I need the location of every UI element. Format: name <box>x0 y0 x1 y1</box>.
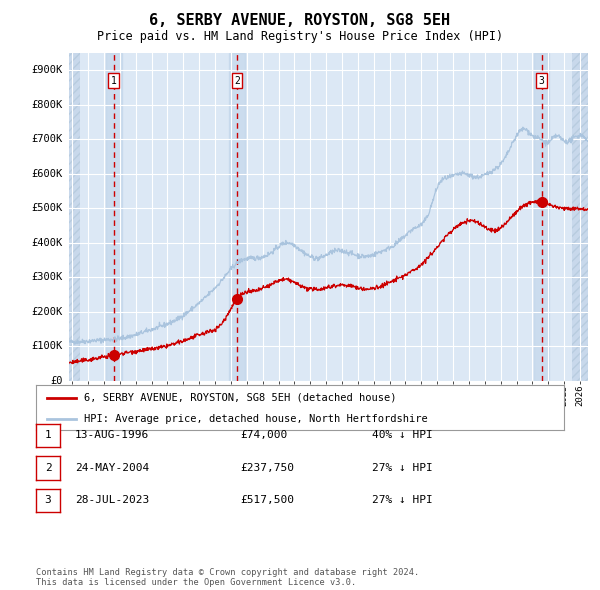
Text: 6, SERBY AVENUE, ROYSTON, SG8 5EH: 6, SERBY AVENUE, ROYSTON, SG8 5EH <box>149 13 451 28</box>
Bar <box>229 53 245 381</box>
Text: 2: 2 <box>44 463 52 473</box>
Text: £300K: £300K <box>32 272 63 282</box>
Text: £100K: £100K <box>32 341 63 351</box>
Text: £0: £0 <box>50 376 63 385</box>
Bar <box>69 53 80 381</box>
Text: £700K: £700K <box>32 135 63 145</box>
Text: £200K: £200K <box>32 307 63 317</box>
Text: £500K: £500K <box>32 203 63 213</box>
Text: £900K: £900K <box>32 65 63 76</box>
Text: £517,500: £517,500 <box>240 496 294 505</box>
Text: 3: 3 <box>539 76 544 86</box>
Text: 27% ↓ HPI: 27% ↓ HPI <box>372 496 433 505</box>
Bar <box>572 53 596 381</box>
Text: £600K: £600K <box>32 169 63 179</box>
Text: 1: 1 <box>111 76 116 86</box>
Bar <box>533 53 550 381</box>
Text: 6, SERBY AVENUE, ROYSTON, SG8 5EH (detached house): 6, SERBY AVENUE, ROYSTON, SG8 5EH (detac… <box>83 393 396 402</box>
Text: 1: 1 <box>44 431 52 440</box>
Text: 27% ↓ HPI: 27% ↓ HPI <box>372 463 433 473</box>
Text: 24-MAY-2004: 24-MAY-2004 <box>75 463 149 473</box>
Text: 28-JUL-2023: 28-JUL-2023 <box>75 496 149 505</box>
Text: Price paid vs. HM Land Registry's House Price Index (HPI): Price paid vs. HM Land Registry's House … <box>97 30 503 43</box>
Text: 40% ↓ HPI: 40% ↓ HPI <box>372 431 433 440</box>
Text: HPI: Average price, detached house, North Hertfordshire: HPI: Average price, detached house, Nort… <box>83 414 427 424</box>
Bar <box>106 53 122 381</box>
Text: £800K: £800K <box>32 100 63 110</box>
Text: 3: 3 <box>44 496 52 505</box>
Text: £400K: £400K <box>32 238 63 248</box>
Text: 13-AUG-1996: 13-AUG-1996 <box>75 431 149 440</box>
Text: 2: 2 <box>234 76 240 86</box>
Text: £74,000: £74,000 <box>240 431 287 440</box>
Text: £237,750: £237,750 <box>240 463 294 473</box>
Text: Contains HM Land Registry data © Crown copyright and database right 2024.
This d: Contains HM Land Registry data © Crown c… <box>36 568 419 587</box>
